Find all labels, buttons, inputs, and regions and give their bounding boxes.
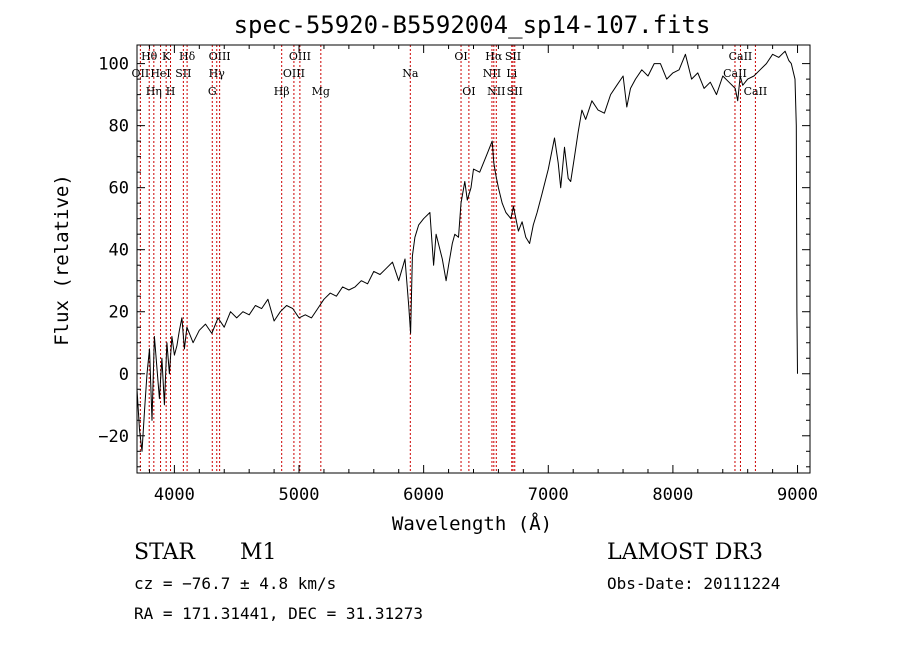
x-axis: 4000 5000 6000 7000 8000 9000 — [148, 45, 818, 505]
object-class: STAR — [134, 540, 195, 565]
x-tick-label: 5000 — [279, 485, 320, 505]
y-tick-label: 40 — [109, 241, 129, 261]
line-marker-label: Mg — [312, 85, 330, 98]
y-tick-label: 20 — [109, 303, 129, 323]
line-marker-label: OI — [454, 50, 467, 63]
line-marker-label: OIII — [209, 50, 231, 63]
line-marker-label: SII — [175, 67, 191, 80]
line-marker-label: Hη — [146, 85, 162, 98]
line-marker-label: Hγ — [209, 67, 226, 80]
line-marker-label: SII — [507, 85, 523, 98]
line-marker-label: CaII — [723, 67, 747, 80]
line-marker-label: Hθ — [141, 50, 158, 63]
line-marker-label: NII — [483, 67, 501, 80]
line-marker-label: H — [166, 85, 176, 98]
line-marker-label: K — [162, 50, 171, 63]
x-tick-label: 7000 — [528, 485, 569, 505]
y-tick-label: 60 — [109, 179, 129, 199]
line-marker-label: OI — [462, 85, 475, 98]
line-marker-label: HeI — [150, 67, 170, 80]
x-tick-label: 9000 — [777, 485, 818, 505]
redshift-velocity: cz = −76.7 ± 4.8 km/s — [134, 574, 337, 593]
y-tick-label: 100 — [98, 55, 129, 75]
y-tick-label: −20 — [98, 427, 129, 447]
line-marker-label: Hβ — [274, 85, 290, 98]
line-marker-label: Li — [506, 67, 517, 80]
y-axis-label: Flux (relative) — [51, 174, 73, 346]
line-marker-labels: OII Hθ Hη HeI K H SII Hδ G Hγ OIII Hβ OIII OIII Mg Na OI… — [132, 50, 768, 98]
line-marker-label: OII — [132, 67, 150, 80]
observation-date: Obs-Date: 20111224 — [607, 574, 781, 593]
y-axis: −20 0 20 40 60 80 100 — [98, 55, 810, 468]
sky-coordinates: RA = 171.31441, DEC = 31.31273 — [134, 604, 423, 623]
line-marker-label: OIII — [289, 50, 311, 63]
plot-frame — [136, 44, 811, 474]
x-tick-label: 8000 — [652, 485, 693, 505]
y-tick-label: 80 — [109, 117, 129, 137]
x-tick-label: 4000 — [154, 485, 195, 505]
line-marker-label: Hδ — [179, 50, 196, 63]
x-tick-label: 6000 — [403, 485, 444, 505]
object-subclass: M1 — [240, 540, 277, 565]
line-marker-label: Hα — [485, 50, 503, 63]
line-marker-label: SII — [505, 50, 521, 63]
x-axis-label: Wavelength (Å) — [392, 512, 552, 535]
survey-name: LAMOST DR3 — [607, 540, 763, 565]
chart-title: spec-55920-B5592004_sp14-107.fits — [234, 11, 711, 39]
line-marker-label: CaII — [729, 50, 753, 63]
line-marker-label: NII — [487, 85, 505, 98]
spectrum-series — [136, 50, 798, 452]
line-marker-label: CaII — [744, 85, 768, 98]
line-marker-label: Na — [402, 67, 419, 80]
line-marker-label: G — [208, 85, 217, 98]
line-marker-label: OIII — [283, 67, 305, 80]
spectrum-line — [136, 50, 798, 452]
y-tick-label: 0 — [119, 365, 129, 385]
spectrum-chart: spec-55920-B5592004_sp14-107.fits OII Hθ H… — [51, 11, 818, 535]
line-markers — [139, 45, 756, 473]
